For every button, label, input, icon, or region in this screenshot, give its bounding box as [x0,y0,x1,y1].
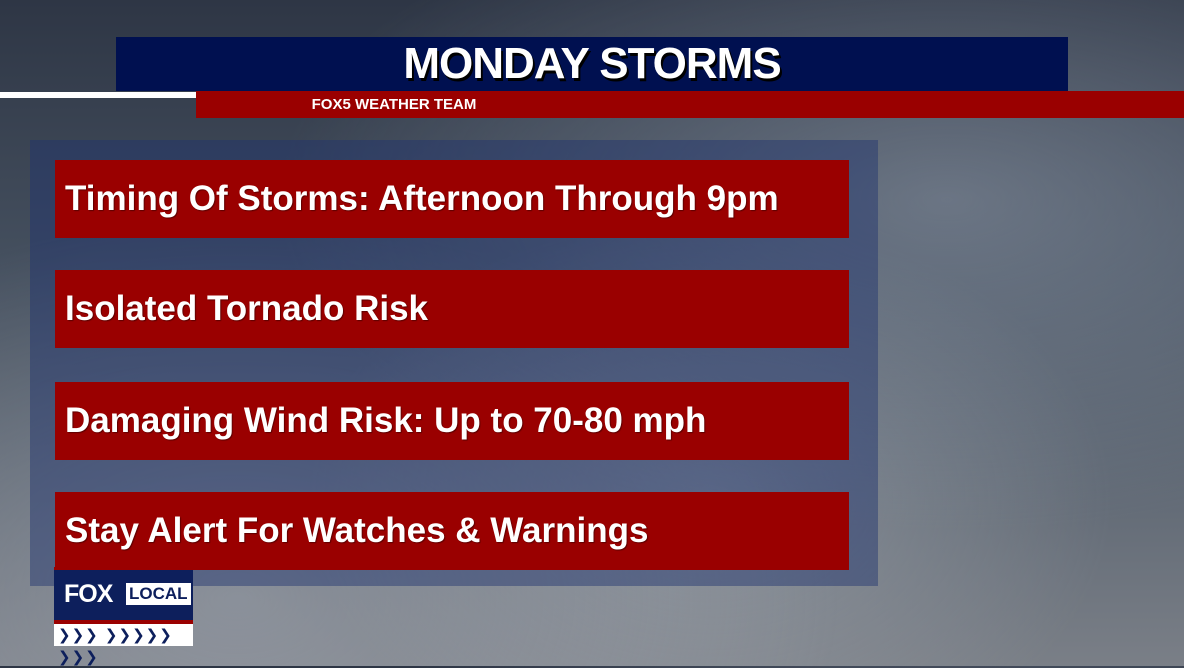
title-banner [116,37,1068,91]
logo-local: LOCAL [126,583,191,605]
item-tornado: Isolated Tornado Risk [55,270,849,348]
chevron-icons: ❯❯❯ ❯❯❯❯❯ ❯❯❯ [54,624,193,666]
logo-fox: FOX [64,580,113,608]
item-wind: Damaging Wind Risk: Up to 70-80 mph [55,382,849,460]
subtitle-banner [196,91,1184,118]
logo-divider [54,620,193,624]
logo-top: FOX LOCAL [54,567,193,620]
header-accent-line [0,92,196,98]
subtitle: FOX5 WEATHER TEAM [311,96,477,113]
item-alert: Stay Alert For Watches & Warnings [55,492,849,570]
page-title: MONDAY STORMS [403,39,781,88]
item-timing: Timing Of Storms: Afternoon Through 9pm [55,160,849,238]
fox-local-logo: FOX LOCAL ❯❯❯ ❯❯❯❯❯ ❯❯❯ [54,567,193,666]
